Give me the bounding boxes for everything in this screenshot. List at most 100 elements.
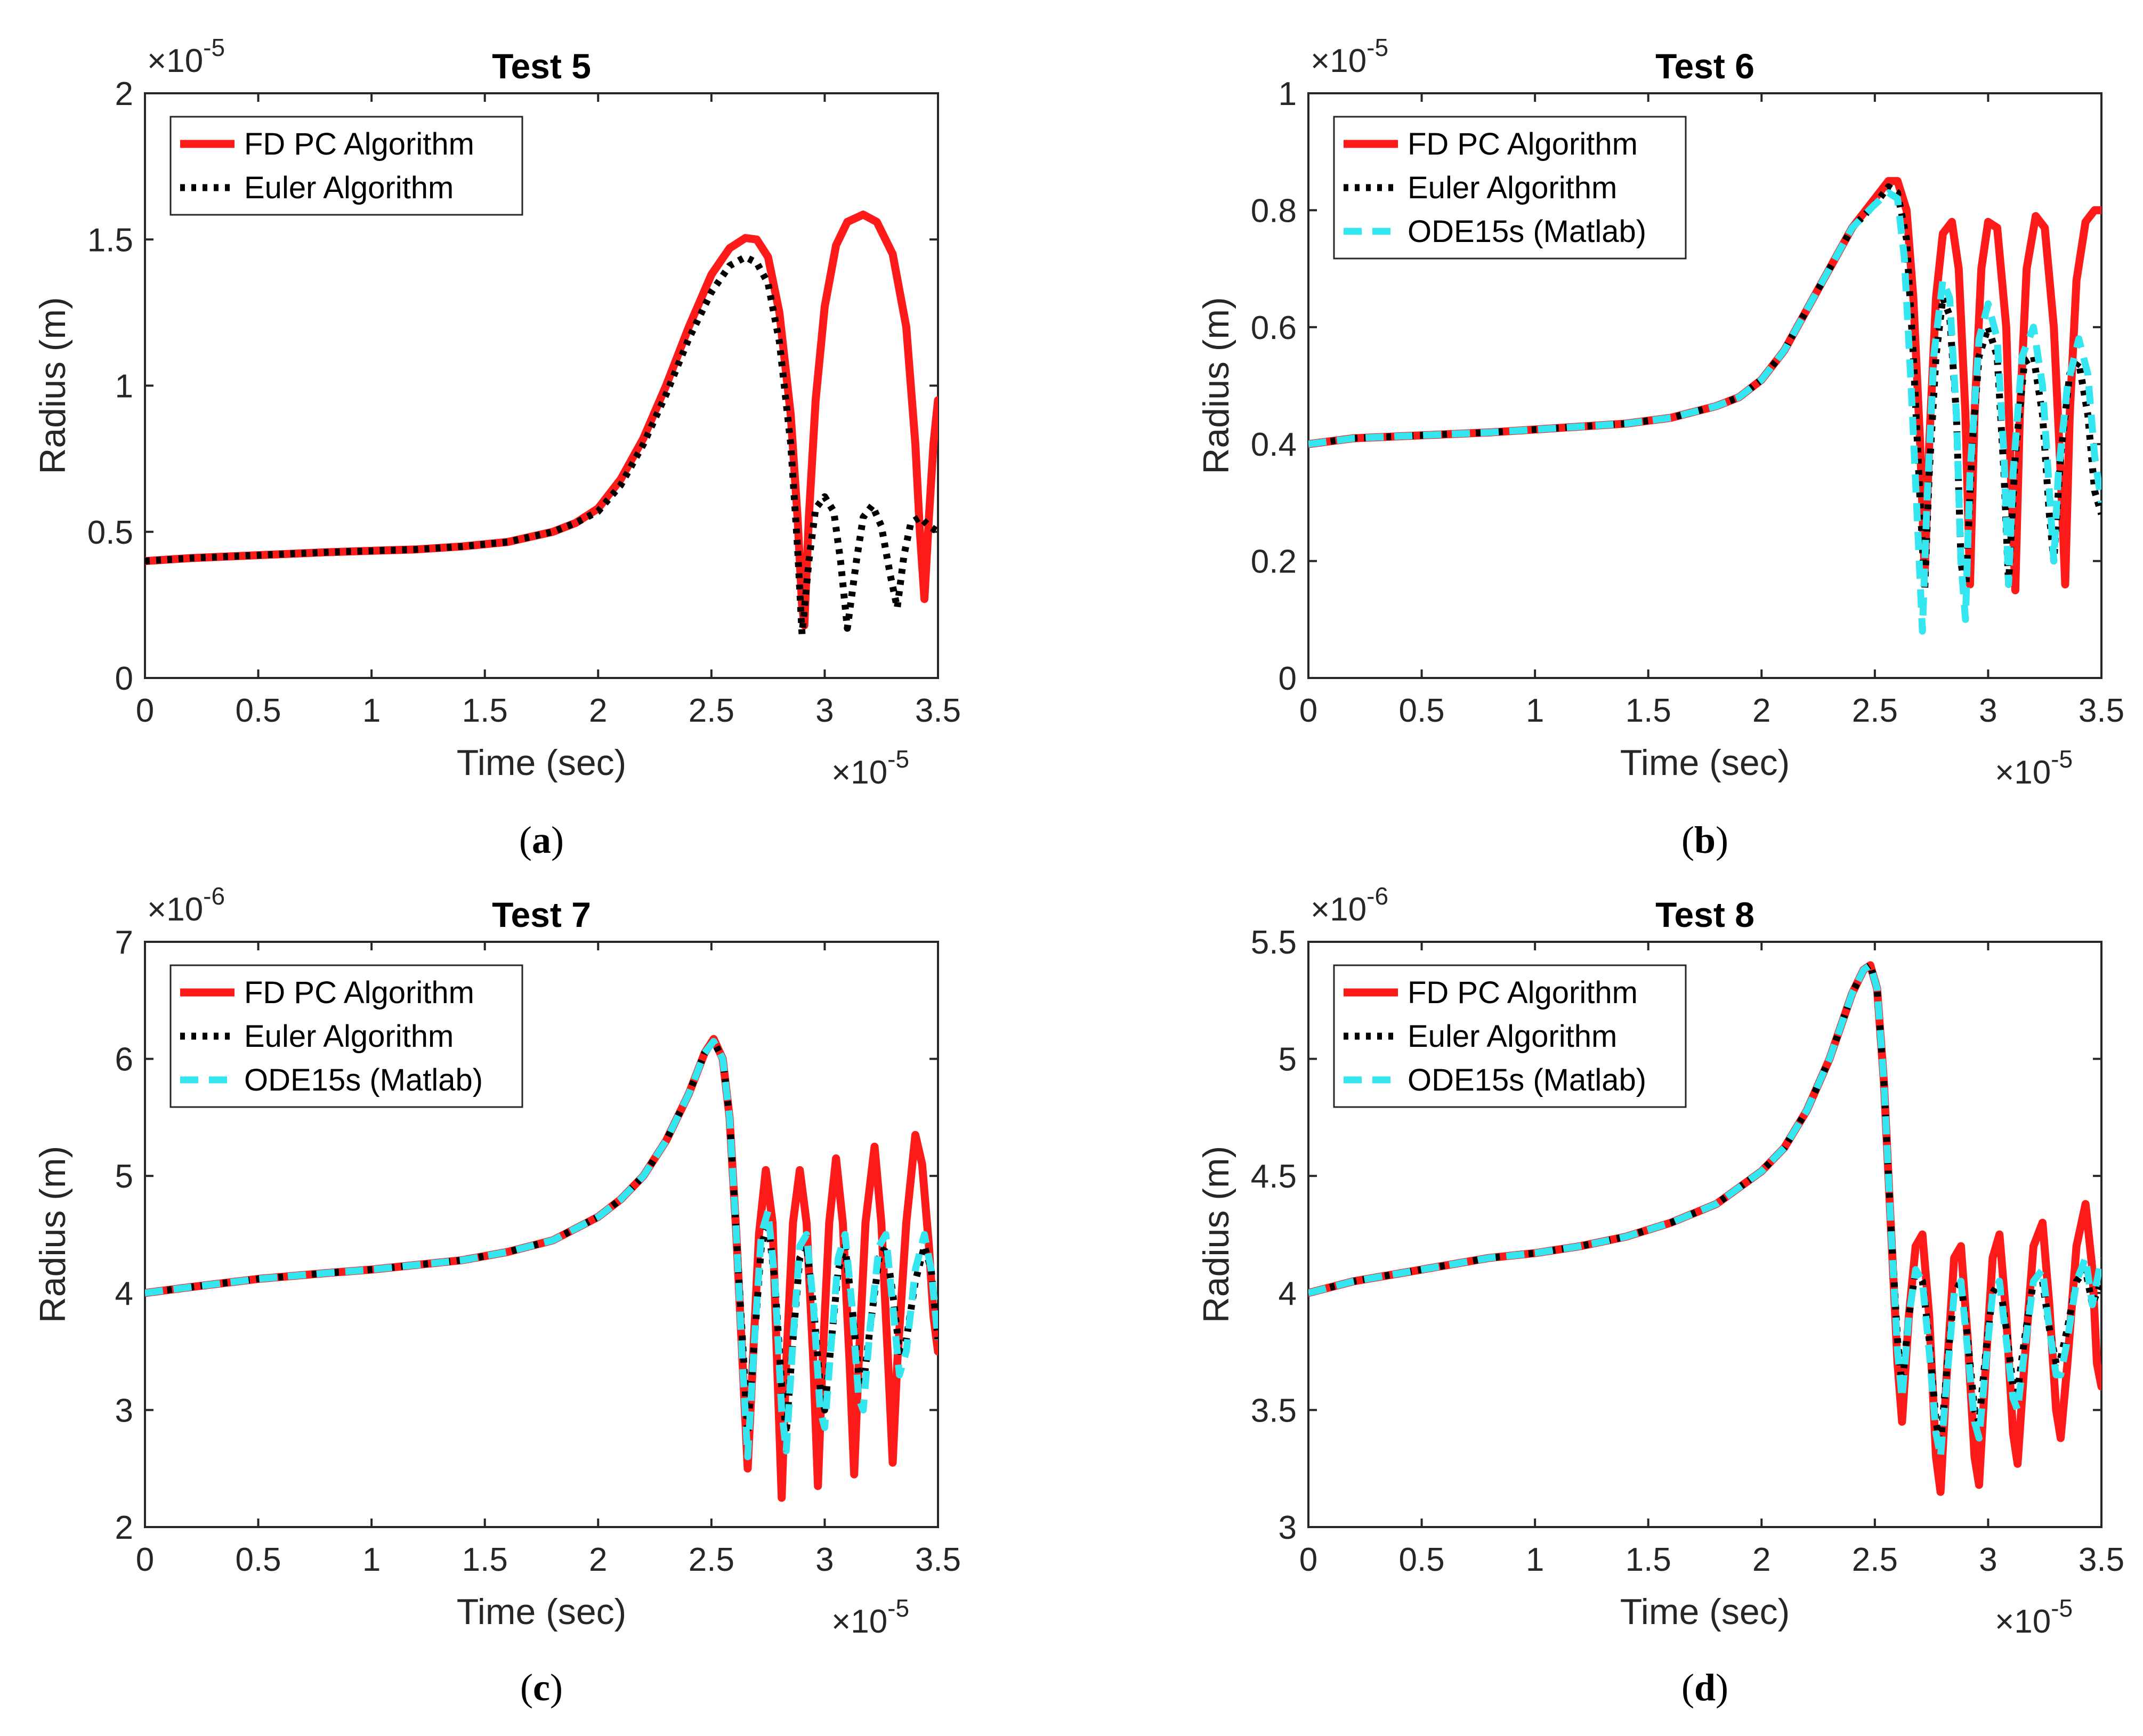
caption-close-paren: ) xyxy=(550,1666,563,1709)
legend: FD PC Algorithm Euler Algorithm xyxy=(169,116,523,216)
x-axis-label: Time (sec) xyxy=(457,1592,627,1632)
caption-close-paren: ) xyxy=(551,819,564,861)
y-exponent-power: -5 xyxy=(203,34,225,61)
legend-label: FD PC Algorithm xyxy=(1408,127,1638,162)
legend: FD PC Algorithm Euler Algorithm ODE15s (Ma… xyxy=(1333,116,1687,260)
x-tick-label: 3.5 xyxy=(915,692,961,729)
y-axis-exponent: ×10-5 xyxy=(147,34,225,79)
x-tick-label: 1 xyxy=(1526,1541,1544,1578)
y-tick-label: 6 xyxy=(115,1041,133,1078)
chart-title: Test 5 xyxy=(492,46,591,86)
y-tick-label: 0.5 xyxy=(87,514,133,551)
y-tick-label: 0.8 xyxy=(1251,192,1297,229)
y-tick-label: 0 xyxy=(115,660,133,697)
x-axis-label: Time (sec) xyxy=(1620,1592,1790,1632)
caption-open-paren: ( xyxy=(519,819,532,861)
panel-caption: (c) xyxy=(520,1666,563,1709)
y-tick-label: 3.5 xyxy=(1251,1392,1297,1429)
y-exponent-base: ×10 xyxy=(1311,43,1366,79)
x-tick-label: 3.5 xyxy=(2079,1541,2124,1578)
y-tick-label: 7 xyxy=(115,924,133,961)
x-exponent-base: ×10 xyxy=(1995,754,2051,791)
caption-open-paren: ( xyxy=(1681,1666,1694,1709)
x-axis-label: Time (sec) xyxy=(1620,742,1790,783)
panel-caption: (b) xyxy=(1681,819,1728,861)
x-exponent-power: -5 xyxy=(2051,1594,2073,1622)
x-axis-exponent: ×10-5 xyxy=(1995,1594,2073,1640)
x-exponent-base: ×10 xyxy=(831,754,887,791)
x-tick-label: 2.5 xyxy=(1852,1541,1898,1578)
x-exponent-power: -5 xyxy=(887,1594,909,1622)
x-tick-label: 3 xyxy=(815,692,834,729)
panel-d: 0 0.5 1 1.5 2 2.5 3 3.5 3 3.5 4 4.5 5 5.5 Test 8 Time (… xyxy=(1196,882,2124,1709)
y-tick-label: 1 xyxy=(1279,76,1297,112)
x-tick-label: 2.5 xyxy=(689,692,734,729)
y-axis-label: Radius (m) xyxy=(33,1146,73,1323)
x-tick-label: 0.5 xyxy=(1398,692,1444,729)
x-exponent-power: -5 xyxy=(2051,745,2073,773)
x-tick-label: 2 xyxy=(589,1541,607,1578)
legend-label: ODE15s (Matlab) xyxy=(244,1063,483,1097)
x-tick-label: 1 xyxy=(362,692,381,729)
x-axis-label: Time (sec) xyxy=(457,742,627,783)
legend: FD PC Algorithm Euler Algorithm ODE15s (Ma… xyxy=(169,964,523,1108)
series-line-fd-pc xyxy=(1308,177,2101,594)
y-tick-label: 5 xyxy=(1279,1041,1297,1078)
y-tick-label: 0.4 xyxy=(1251,426,1297,463)
y-tick-label: 3 xyxy=(115,1392,133,1429)
y-axis-label: Radius (m) xyxy=(33,297,73,474)
x-tick-label: 2.5 xyxy=(689,1541,734,1578)
x-tick-label: 3 xyxy=(1979,1541,1997,1578)
legend-label: ODE15s (Matlab) xyxy=(1408,1063,1646,1097)
y-tick-label: 5 xyxy=(115,1158,133,1195)
legend-label: FD PC Algorithm xyxy=(1408,975,1638,1010)
chart-title: Test 6 xyxy=(1655,46,1754,86)
legend-box xyxy=(169,116,523,216)
y-tick-label: 2 xyxy=(115,1509,133,1546)
x-tick-label: 0 xyxy=(136,692,154,729)
y-tick-label: 1.5 xyxy=(87,222,133,259)
x-tick-label: 0 xyxy=(136,1541,154,1578)
series-line-ode15s xyxy=(1308,189,2101,635)
x-tick-label: 3 xyxy=(815,1541,834,1578)
y-tick-label: 0.6 xyxy=(1251,310,1297,346)
y-tick-label: 4.5 xyxy=(1251,1158,1297,1195)
y-exponent-power: -6 xyxy=(203,882,225,910)
y-tick-label: 0.2 xyxy=(1251,544,1297,580)
x-tick-label: 1.5 xyxy=(462,1541,508,1578)
x-tick-label: 1.5 xyxy=(462,692,508,729)
x-tick-label: 1 xyxy=(1526,692,1544,729)
y-exponent-power: -5 xyxy=(1366,34,1388,61)
legend-label: FD PC Algorithm xyxy=(244,127,474,162)
panel-c: 0 0.5 1 1.5 2 2.5 3 3.5 2 3 4 5 6 7 Test 7 Time (sec) Ra… xyxy=(33,882,961,1709)
caption-letter: d xyxy=(1694,1666,1716,1709)
y-tick-label: 1 xyxy=(115,368,133,405)
chart-title: Test 8 xyxy=(1655,895,1754,934)
x-tick-label: 3.5 xyxy=(915,1541,961,1578)
caption-close-paren: ) xyxy=(1716,819,1728,861)
x-axis-exponent: ×10-5 xyxy=(831,1594,909,1640)
panel-b: 0 0.5 1 1.5 2 2.5 3 3.5 0 0.2 0.4 0.6 0.8 1 Test 6 Time… xyxy=(1196,34,2124,861)
y-axis-exponent: ×10-5 xyxy=(1311,34,1388,79)
y-tick-label: 0 xyxy=(1279,660,1297,697)
y-tick-label: 4 xyxy=(1279,1275,1297,1312)
panel-caption: (d) xyxy=(1681,1666,1728,1709)
legend-label: ODE15s (Matlab) xyxy=(1408,214,1646,249)
x-tick-label: 3 xyxy=(1979,692,1997,729)
x-tick-label: 2.5 xyxy=(1852,692,1898,729)
y-tick-label: 3 xyxy=(1279,1509,1297,1546)
y-axis-label: Radius (m) xyxy=(1196,1146,1236,1323)
caption-letter: a xyxy=(532,819,551,861)
legend-label: Euler Algorithm xyxy=(244,1019,454,1054)
x-tick-label: 1.5 xyxy=(1626,1541,1671,1578)
y-tick-label: 5.5 xyxy=(1251,924,1297,961)
y-exponent-base: ×10 xyxy=(1311,891,1366,928)
legend-label: Euler Algorithm xyxy=(1408,1019,1617,1054)
y-exponent-power: -6 xyxy=(1366,882,1388,910)
caption-letter: b xyxy=(1694,819,1716,861)
x-exponent-power: -5 xyxy=(887,745,909,773)
x-tick-label: 0 xyxy=(1299,692,1317,729)
y-axis-label: Radius (m) xyxy=(1196,297,1236,474)
panel-a: 0 0.5 1 1.5 2 2.5 3 3.5 0 0.5 1 1.5 2 Test 5 Time (sec… xyxy=(33,34,961,861)
